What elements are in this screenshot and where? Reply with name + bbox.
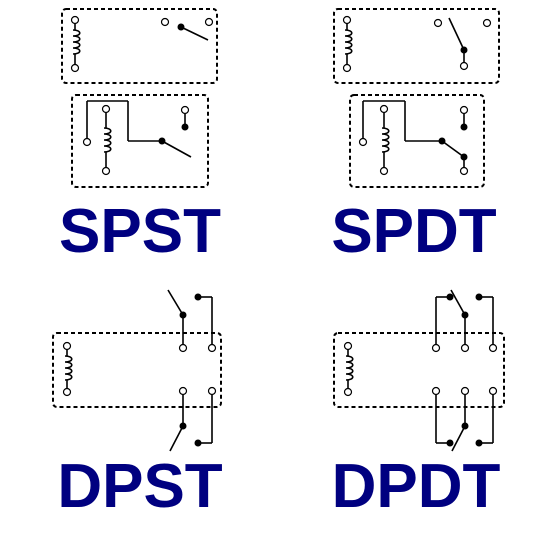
contact-terminal xyxy=(459,105,469,115)
contact-terminal xyxy=(82,137,92,147)
coil-icon xyxy=(344,29,353,55)
contact-terminal xyxy=(460,343,470,353)
contact-terminal xyxy=(482,18,492,28)
switch-arm xyxy=(169,425,184,452)
coil-icon xyxy=(72,29,81,55)
pivot-dot xyxy=(177,23,185,31)
spdt-diagram: SPDT xyxy=(331,8,500,266)
coil-terminal xyxy=(342,15,352,25)
spdt-label: SPDT xyxy=(331,197,496,266)
spdt-relay-bottom xyxy=(349,94,485,188)
dpdt-lower-pole xyxy=(431,386,498,452)
coil-terminal xyxy=(343,341,353,351)
pivot-dot xyxy=(181,123,189,131)
pivot-dot xyxy=(446,293,454,301)
contact-terminal xyxy=(178,343,188,353)
pivot-dot xyxy=(446,439,454,447)
coil-terminal xyxy=(101,104,111,114)
contact-terminal xyxy=(178,386,188,396)
relay-housing xyxy=(333,8,500,84)
contact-terminal xyxy=(488,343,498,353)
dpdt-upper-pole xyxy=(431,289,498,353)
coil-icon xyxy=(103,127,112,153)
contact-terminal xyxy=(459,166,469,176)
coil-terminal xyxy=(343,387,353,397)
switch-arm xyxy=(180,26,209,41)
spdt-relay-top xyxy=(333,8,500,84)
spst-relay-top xyxy=(61,8,218,84)
dpst-label: DPST xyxy=(57,452,222,521)
pivot-dot xyxy=(438,137,446,145)
relay-housing xyxy=(61,8,218,84)
relay-housing xyxy=(333,332,505,408)
contact-terminal xyxy=(207,343,217,353)
contact-terminal xyxy=(488,386,498,396)
coil-icon xyxy=(381,127,390,153)
pivot-dot xyxy=(460,153,468,161)
coil-terminal xyxy=(379,104,389,114)
relay-housing xyxy=(52,332,222,408)
contact-terminal xyxy=(431,386,441,396)
switch-arm xyxy=(161,140,192,158)
contact-terminal xyxy=(207,386,217,396)
contact-terminal xyxy=(160,17,170,27)
dpdt-label: DPDT xyxy=(332,452,501,521)
coil-icon xyxy=(345,355,354,381)
pivot-dot xyxy=(475,439,483,447)
contact-terminal xyxy=(460,386,470,396)
pivot-dot xyxy=(461,311,469,319)
dpst-lower-pole xyxy=(169,386,217,452)
contact-terminal xyxy=(431,343,441,353)
relay-housing xyxy=(71,94,209,188)
coil-terminal xyxy=(62,341,72,351)
spst-relay-bottom xyxy=(71,94,209,188)
switch-arm xyxy=(450,289,466,316)
coil-terminal xyxy=(101,166,111,176)
coil-terminal xyxy=(70,63,80,73)
spst-label: SPST xyxy=(59,197,221,266)
coil-terminal xyxy=(70,15,80,25)
coil-terminal xyxy=(62,387,72,397)
coil-terminal xyxy=(342,63,352,73)
pivot-dot xyxy=(460,123,468,131)
dpdt-diagram: DPDT xyxy=(332,289,505,521)
relay-housing xyxy=(349,94,485,188)
contact-terminal xyxy=(459,61,469,71)
switch-arm xyxy=(441,140,465,158)
coil-terminal xyxy=(379,166,389,176)
switch-arm xyxy=(167,289,184,316)
spst-diagram: SPST xyxy=(59,8,221,266)
pivot-dot xyxy=(179,311,187,319)
pivot-dot xyxy=(194,439,202,447)
contact-terminal xyxy=(180,105,190,115)
dpst-diagram: DPST xyxy=(52,289,223,521)
pivot-dot xyxy=(158,137,166,145)
dpst-upper-pole xyxy=(167,289,217,353)
coil-icon xyxy=(64,355,73,381)
switch-arm xyxy=(448,17,465,51)
contact-terminal xyxy=(204,17,214,27)
contact-terminal xyxy=(358,137,368,147)
switch-arm xyxy=(451,425,466,452)
contact-terminal xyxy=(433,18,443,28)
